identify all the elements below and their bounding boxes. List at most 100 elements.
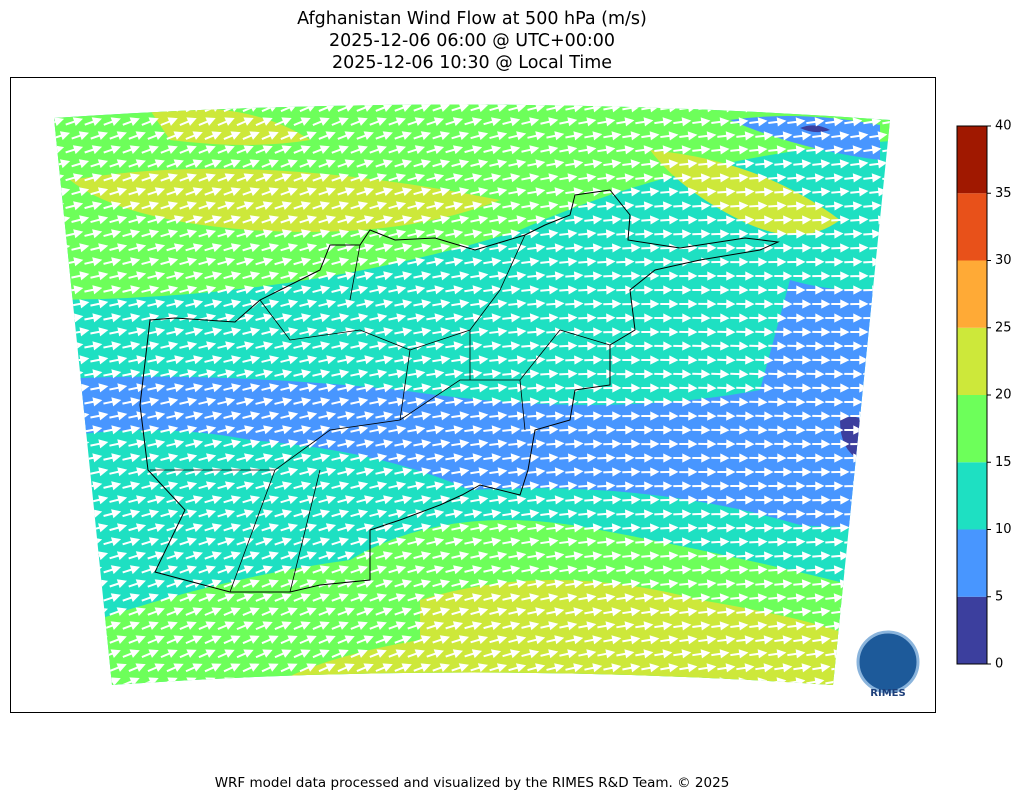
wind-arrow bbox=[236, 257, 255, 267]
wind-arrow bbox=[692, 621, 711, 631]
wind-arrow bbox=[331, 201, 350, 211]
wind-arrow bbox=[54, 369, 65, 379]
wind-arrow bbox=[71, 579, 90, 589]
wind-arrow bbox=[141, 117, 159, 126]
wind-arrow bbox=[540, 257, 559, 267]
wind-arrow bbox=[806, 677, 825, 685]
wind-arrow bbox=[736, 355, 755, 365]
wind-arrow bbox=[654, 453, 673, 463]
wind-arrow bbox=[654, 509, 673, 519]
wind-arrow bbox=[679, 271, 698, 281]
wind-arrow bbox=[71, 467, 90, 477]
wind-arrow bbox=[122, 509, 141, 519]
wind-arrow bbox=[565, 635, 584, 645]
wind-arrow bbox=[185, 327, 204, 337]
wind-arrow bbox=[331, 341, 350, 351]
wind-arrow bbox=[483, 621, 502, 631]
wind-arrow bbox=[71, 663, 89, 672]
wind-arrow bbox=[622, 411, 641, 421]
wind-arrow bbox=[84, 117, 102, 127]
wind-arrow bbox=[787, 397, 806, 407]
wind-arrow bbox=[660, 635, 679, 645]
wind-arrow bbox=[730, 481, 749, 491]
wind-arrow bbox=[141, 229, 160, 239]
wind-arrow bbox=[768, 369, 787, 379]
wind-arrow bbox=[299, 579, 317, 588]
wind-arrow bbox=[730, 285, 749, 295]
wind-arrow bbox=[394, 187, 413, 197]
wind-arrow bbox=[255, 229, 274, 239]
wind-arrow bbox=[217, 341, 236, 351]
wind-arrow bbox=[489, 215, 508, 225]
wind-arrow bbox=[54, 271, 71, 281]
wind-arrow bbox=[736, 187, 755, 197]
wind-arrow bbox=[660, 187, 679, 197]
wind-arrow bbox=[844, 257, 863, 267]
wind-arrow bbox=[312, 425, 331, 435]
wind-arrow bbox=[217, 425, 236, 435]
wind-arrow bbox=[103, 313, 122, 323]
wind-arrow bbox=[749, 509, 768, 519]
wind-arrow bbox=[179, 257, 198, 267]
wind-arrow bbox=[698, 355, 717, 365]
wind-arrow bbox=[565, 131, 584, 141]
wind-arrow bbox=[711, 117, 730, 127]
wind-arrow bbox=[603, 551, 622, 561]
wind-arrow bbox=[54, 481, 65, 491]
wind-arrow bbox=[280, 383, 299, 393]
wind-arrow bbox=[464, 117, 483, 127]
wind-arrow bbox=[274, 145, 292, 154]
wind-arrow bbox=[350, 117, 368, 126]
wind-arrow bbox=[546, 523, 565, 533]
wind-arrow bbox=[844, 593, 863, 603]
wind-arrow bbox=[502, 257, 521, 267]
wind-arrow bbox=[641, 411, 660, 421]
wind-arrow bbox=[217, 313, 236, 323]
wind-arrow bbox=[812, 607, 831, 617]
wind-arrow bbox=[882, 117, 890, 127]
wind-arrow bbox=[166, 579, 184, 588]
wind-arrow bbox=[312, 481, 331, 491]
wind-arrow bbox=[470, 523, 489, 533]
wind-arrow bbox=[451, 327, 470, 337]
wind-arrow bbox=[565, 411, 584, 421]
wind-arrow bbox=[432, 215, 451, 225]
wind-arrow bbox=[331, 677, 349, 685]
colorbar-segment bbox=[957, 529, 987, 597]
wind-arrow bbox=[635, 593, 654, 603]
wind-arrow bbox=[413, 271, 432, 281]
wind-arrow bbox=[293, 313, 312, 323]
wind-arrow bbox=[445, 565, 464, 575]
wind-arrow bbox=[616, 537, 635, 547]
wind-arrow bbox=[54, 243, 71, 253]
wind-arrow bbox=[388, 145, 406, 155]
wind-arrow bbox=[812, 523, 831, 533]
wind-arrow bbox=[673, 649, 692, 659]
wind-arrow bbox=[540, 145, 559, 155]
wind-arrow bbox=[806, 593, 825, 603]
wind-arrow bbox=[71, 607, 90, 617]
wind-arrow bbox=[521, 285, 540, 295]
wind-arrow bbox=[65, 481, 84, 491]
wind-arrow bbox=[578, 593, 597, 603]
wind-arrow bbox=[603, 439, 622, 449]
wind-arrow bbox=[698, 271, 717, 281]
wind-arrow bbox=[331, 257, 350, 267]
wind-arrow bbox=[736, 439, 755, 449]
wind-arrow bbox=[641, 439, 660, 449]
wind-arrow bbox=[331, 313, 350, 323]
wind-arrow bbox=[793, 159, 812, 169]
wind-arrow bbox=[559, 285, 578, 295]
wind-arrow bbox=[641, 607, 660, 617]
wind-arrow bbox=[616, 145, 635, 155]
wind-arrow bbox=[831, 523, 850, 533]
wind-arrow bbox=[350, 313, 369, 323]
wind-arrow bbox=[470, 663, 489, 673]
wind-arrow bbox=[711, 425, 730, 435]
wind-arrow bbox=[774, 663, 793, 673]
wind-arrow bbox=[223, 411, 242, 421]
wind-arrow bbox=[711, 481, 730, 491]
wind-arrow bbox=[356, 299, 375, 309]
